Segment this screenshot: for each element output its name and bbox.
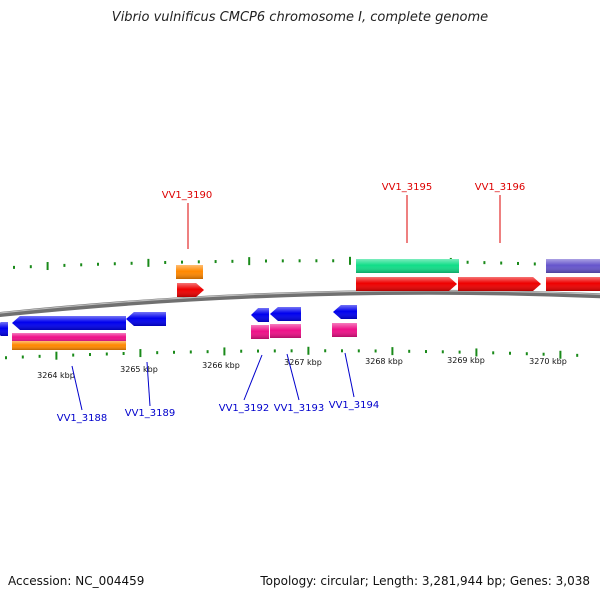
gene-feature	[458, 277, 541, 291]
gene-label: VV1_3195	[382, 182, 433, 193]
gene-features	[0, 259, 600, 350]
label-leader-line	[243, 354, 263, 401]
gene-feature	[251, 308, 269, 322]
scale-tick-label: 3264 kbp	[37, 371, 75, 380]
scale-tick-label: 3268 kbp	[365, 357, 403, 366]
gene-feature	[270, 324, 301, 338]
gene-feature	[251, 325, 269, 339]
label-leader-line	[286, 353, 300, 401]
topology-text: Topology: circular; Length: 3,281,944 bp…	[260, 574, 590, 588]
gene-label: VV1_3189	[125, 408, 176, 419]
genome-backbone	[0, 289, 600, 318]
scale-tick-label: 3267 kbp	[284, 358, 322, 367]
scale-labels: 3264 kbp 3265 kbp 3266 kbp 3267 kbp 3268 kbp…	[37, 356, 567, 380]
gene-feature	[356, 259, 459, 273]
gene-feature	[12, 316, 126, 330]
scale-tick-label: 3269 kbp	[447, 356, 485, 365]
scale-tick-label: 3265 kbp	[120, 365, 158, 374]
gene-feature	[333, 305, 357, 319]
gene-feature	[546, 259, 600, 273]
scale-tick-label: 3266 kbp	[202, 361, 240, 370]
gene-labels: VV1_3190 VV1_3195 VV1_3196 VV1_3188 VV1_3189…	[57, 182, 526, 424]
gene-feature	[546, 277, 600, 291]
gene-feature	[0, 322, 8, 336]
gene-feature	[12, 341, 126, 350]
map-title: Vibrio vulnificus CMCP6 chromosome I, co…	[111, 10, 489, 25]
gene-label: VV1_3190	[162, 190, 213, 201]
gene-label: VV1_3188	[57, 413, 108, 424]
gene-feature	[126, 312, 166, 326]
gene-label: VV1_3193	[274, 403, 325, 414]
accession-text: Accession: NC_004459	[8, 574, 145, 588]
gene-feature	[12, 333, 126, 342]
gene-feature	[332, 323, 357, 337]
gene-feature	[356, 277, 457, 291]
gene-feature	[177, 283, 204, 297]
gene-feature	[270, 307, 301, 321]
label-leader-line	[146, 361, 151, 407]
outer-tick-track	[13, 256, 570, 271]
label-leader-line	[71, 365, 83, 411]
gene-label: VV1_3194	[329, 400, 380, 411]
inner-tick-track	[5, 346, 579, 360]
scale-tick-label: 3270 kbp	[529, 357, 567, 366]
label-leader-line	[344, 352, 355, 398]
genome-backbone-highlight	[0, 290, 600, 314]
gene-feature	[176, 265, 203, 279]
gene-label: VV1_3196	[475, 182, 526, 193]
gene-label: VV1_3192	[219, 403, 270, 414]
